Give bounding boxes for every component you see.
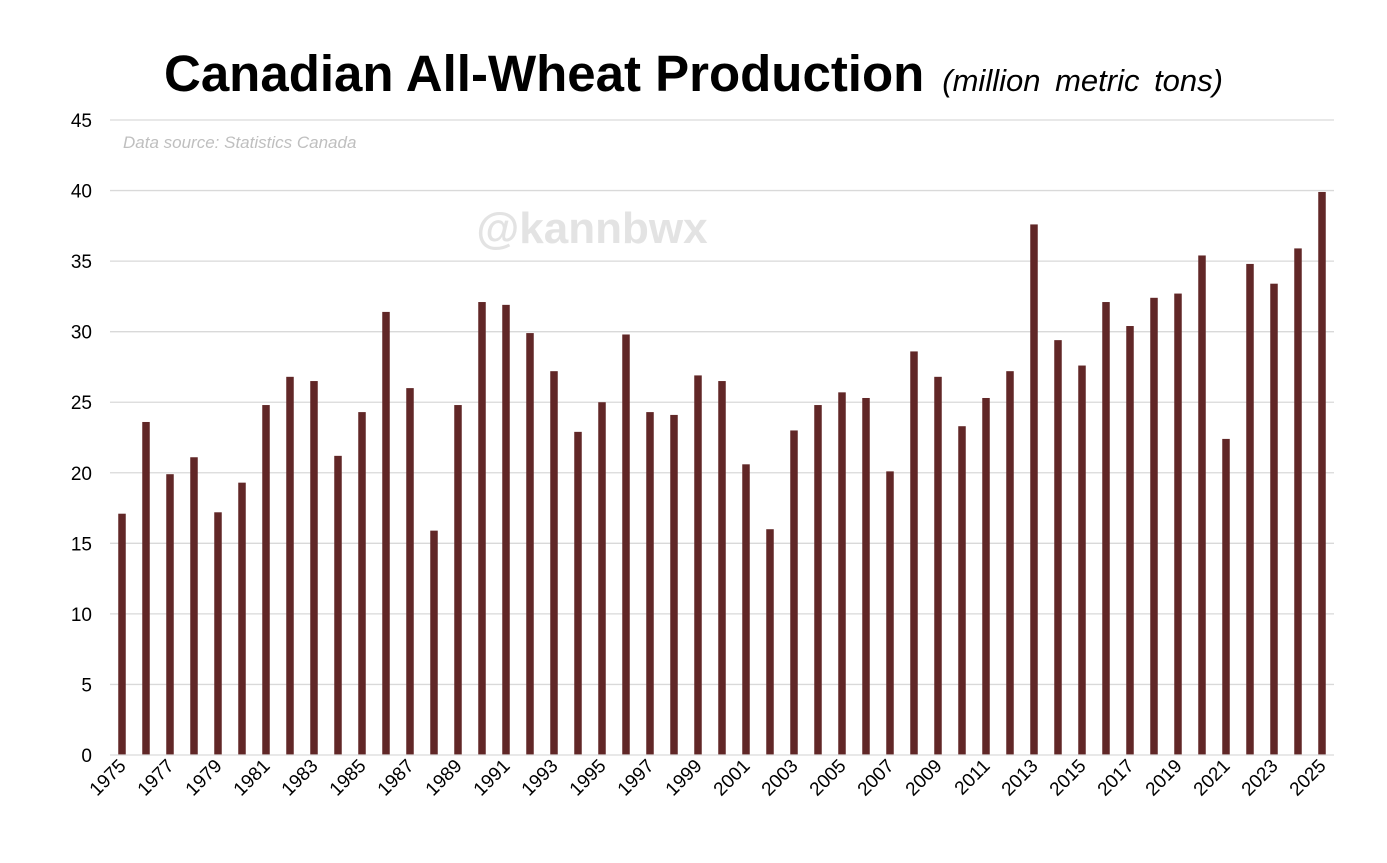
bar-2022 <box>1246 263 1254 755</box>
y-tick-label: 45 <box>71 111 92 132</box>
bar-2009 <box>934 376 942 755</box>
x-tick-label: 1975 <box>86 756 131 801</box>
x-tick-label: 2005 <box>806 756 851 801</box>
x-tick-label: 1991 <box>470 756 515 801</box>
bar-2005 <box>838 392 846 755</box>
x-tick-label: 1985 <box>326 756 371 801</box>
chart-title: Canadian All-Wheat Production <box>163 45 925 102</box>
bar-2001 <box>742 464 750 755</box>
chart-title-row: Canadian All-Wheat Production (million me… <box>0 44 1387 103</box>
bar-2021 <box>1222 438 1230 755</box>
bar-1981 <box>262 405 270 755</box>
bar-1994 <box>574 431 582 755</box>
x-tick-label: 2007 <box>854 756 899 801</box>
x-tick-label: 2017 <box>1094 756 1139 801</box>
bar-1995 <box>598 402 606 755</box>
bar-1978 <box>190 457 198 755</box>
y-tick-label: 30 <box>71 323 92 344</box>
bar-2015 <box>1078 365 1086 755</box>
x-axis-ticks: 1975 1977 1979 1981 1983 1985 1987 1989 1991 1993… <box>86 756 1331 801</box>
bar-1985 <box>358 412 366 755</box>
y-axis-ticks: 0 5 10 15 20 25 30 35 40 45 <box>71 111 92 767</box>
x-tick-label: 1989 <box>422 756 467 801</box>
bar-2020 <box>1198 255 1206 755</box>
bar-1991 <box>502 304 510 755</box>
bar-series <box>118 191 1326 755</box>
x-tick-label: 1977 <box>134 756 179 801</box>
bar-2008 <box>910 351 918 755</box>
bar-1989 <box>454 405 462 755</box>
bar-2004 <box>814 405 822 755</box>
x-tick-label: 2025 <box>1286 756 1331 801</box>
bar-2016 <box>1102 302 1110 755</box>
x-tick-label: 2011 <box>951 756 995 800</box>
bar-1982 <box>286 376 294 755</box>
bar-1996 <box>622 334 630 755</box>
x-tick-label: 2003 <box>758 756 803 801</box>
bar-2014 <box>1054 340 1062 755</box>
bar-1977 <box>166 474 174 755</box>
y-tick-label: 0 <box>81 746 92 767</box>
bar-2025 <box>1318 191 1326 755</box>
bar-2017 <box>1126 326 1134 755</box>
bar-1992 <box>526 333 534 755</box>
bar-1990 <box>478 302 486 755</box>
bar-1987 <box>406 388 414 755</box>
bar-2012 <box>1006 371 1014 755</box>
bar-1986 <box>382 311 390 755</box>
x-tick-label: 1999 <box>662 756 707 801</box>
data-source-note: Data source: Statistics Canada <box>123 133 356 152</box>
bar-2019 <box>1174 293 1182 755</box>
watermark: @kannbwx <box>476 204 708 253</box>
x-tick-label: 2001 <box>710 756 755 801</box>
bar-2018 <box>1150 297 1158 755</box>
x-tick-label: 1983 <box>278 756 323 801</box>
bar-1984 <box>334 455 342 755</box>
x-tick-label: 1993 <box>518 756 563 801</box>
bar-1993 <box>550 371 558 755</box>
bar-2007 <box>886 471 894 755</box>
y-tick-label: 25 <box>71 393 92 414</box>
x-tick-label: 2015 <box>1046 756 1091 801</box>
bar-2002 <box>766 529 774 755</box>
x-tick-label: 1987 <box>374 756 419 801</box>
x-tick-label: 2019 <box>1142 756 1187 801</box>
bar-2011 <box>982 397 990 755</box>
bar-1976 <box>142 421 150 755</box>
bar-1988 <box>430 530 438 755</box>
y-tick-label: 20 <box>71 464 92 485</box>
x-tick-label: 1997 <box>614 756 659 801</box>
bar-2010 <box>958 426 966 755</box>
y-tick-label: 40 <box>71 182 92 203</box>
bar-1983 <box>310 381 318 755</box>
bar-2023 <box>1270 283 1278 755</box>
bar-2006 <box>862 397 870 755</box>
bar-2003 <box>790 430 798 755</box>
y-tick-label: 15 <box>71 534 92 555</box>
x-tick-label: 1995 <box>566 756 611 801</box>
x-tick-label: 2013 <box>998 756 1043 801</box>
x-tick-label: 2021 <box>1190 756 1235 801</box>
bar-1979 <box>214 512 222 755</box>
y-tick-label: 5 <box>81 675 92 696</box>
chart-units-label: (million metric tons) <box>942 63 1223 98</box>
x-tick-label: 2009 <box>902 756 947 801</box>
bar-1998 <box>670 414 678 755</box>
x-tick-label: 2023 <box>1238 756 1283 801</box>
bar-2024 <box>1294 248 1302 755</box>
bar-2000 <box>718 381 726 755</box>
bar-1997 <box>646 412 654 755</box>
y-tick-label: 35 <box>71 252 92 273</box>
bar-1980 <box>238 482 246 755</box>
x-tick-label: 1981 <box>230 756 275 801</box>
bar-1999 <box>694 375 702 755</box>
x-tick-label: 1979 <box>182 756 227 801</box>
bar-2013 <box>1030 224 1038 755</box>
bar-1975 <box>118 513 126 755</box>
y-tick-label: 10 <box>71 605 92 626</box>
